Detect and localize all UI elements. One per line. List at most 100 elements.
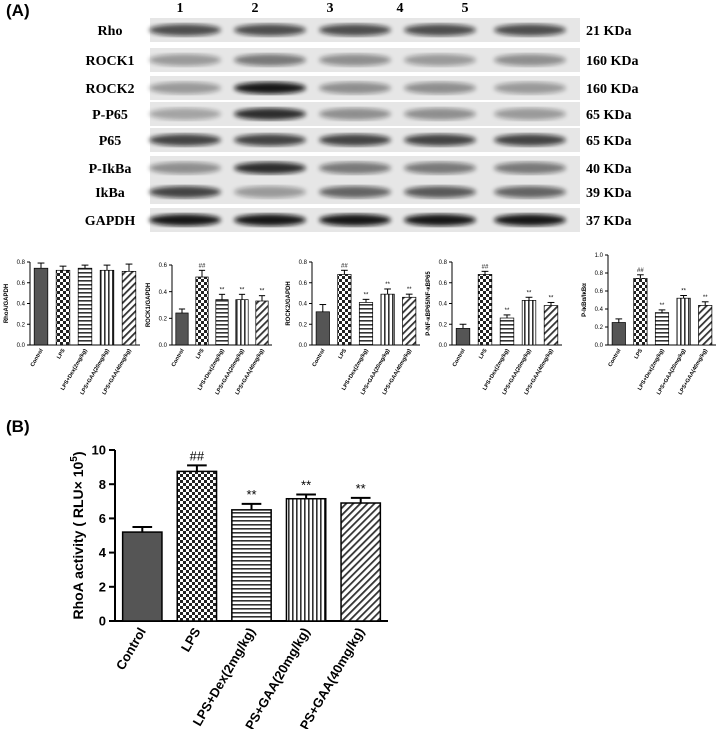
x-tick-label: Control: [608, 348, 623, 368]
bar: [633, 278, 648, 346]
bar-chart: 0.0 0.2 0.4 0.6 0.8 1.0 P-IκBα/IκBα Control ## LP…: [582, 253, 716, 396]
bar: [358, 302, 374, 346]
significance-label: ##: [341, 263, 348, 269]
y-tick-label: 0.8: [439, 260, 448, 266]
blot-band: [234, 162, 306, 174]
blot-band: [149, 214, 221, 226]
protein-label: GAPDH: [85, 214, 136, 229]
y-tick-label: 0.8: [17, 260, 26, 266]
protein-label: ROCK1: [86, 54, 135, 69]
x-tick-label: Control: [312, 348, 327, 368]
x-tick-label: LPS: [56, 348, 67, 361]
size-label: 21 KDa: [586, 24, 632, 39]
y-tick-label: 0.6: [17, 281, 26, 287]
y-tick-label: 0.0: [299, 343, 308, 349]
y-axis-label-text: P-IκBα/IκBα: [582, 283, 588, 317]
y-axis-label-end: ): [70, 451, 86, 456]
y-tick-label: 0.6: [159, 263, 168, 269]
bar: [195, 276, 209, 346]
y-axis-label-text: ROCK1/GAPDH: [146, 283, 152, 327]
significance-label: **: [240, 287, 245, 293]
bar: [337, 274, 352, 346]
blot-band: [494, 82, 566, 94]
bar: [175, 312, 189, 346]
significance-label: **: [681, 289, 686, 295]
y-tick-label: 0.6: [299, 281, 308, 287]
y-axis-label-text: RhoA/GAPDH: [4, 284, 10, 323]
significance-label: **: [246, 487, 256, 502]
x-tick-label: LPS: [195, 348, 206, 361]
blot-band: [494, 186, 566, 198]
significance-label: **: [356, 481, 366, 496]
y-tick-label: 0.4: [17, 302, 26, 308]
x-tick-label: Control: [452, 348, 467, 368]
bar: [231, 509, 272, 622]
blot-band: [234, 82, 306, 94]
significance-label: **: [260, 289, 265, 295]
y-axis-label-text: P-NF-κBP65/NF-κBP65: [426, 271, 432, 336]
lane-number: 4: [397, 1, 404, 16]
blot-band: [319, 82, 391, 94]
y-axis-label: ROCK2/GAPDH: [286, 281, 292, 325]
blot-band: [149, 134, 221, 146]
protein-label: P-IkBa: [89, 162, 132, 177]
bar: [121, 270, 137, 346]
y-tick-label: 0.2: [595, 325, 604, 331]
significance-label: **: [364, 292, 369, 298]
blot-band: [494, 214, 566, 226]
blot-band: [404, 186, 476, 198]
bar: [455, 328, 471, 346]
bar: [698, 305, 713, 346]
blot-band: [319, 162, 391, 174]
blot-band: [494, 24, 566, 36]
y-axis-label: P-NF-κBP65/NF-κBP65: [426, 271, 432, 336]
x-tick-label: Control: [113, 625, 149, 673]
bar: [380, 293, 395, 346]
y-axis-label-text: ROCK2/GAPDH: [286, 281, 292, 325]
y-tick-label: 0.8: [299, 260, 308, 266]
bar-chart: 0.0 0.2 0.4 0.6 0.8 P-NF-κBP65/NF-κBP65 Contro…: [426, 260, 562, 396]
y-axis-label: ROCK1/GAPDH: [146, 283, 152, 327]
blot-band: [494, 108, 566, 120]
significance-label: **: [660, 303, 665, 309]
protein-label: P-P65: [92, 108, 128, 123]
bar: [543, 305, 559, 346]
bar-chart: 0.0 0.2 0.4 0.6 0.8 ROCK2/GAPDH Control ## LPS **…: [286, 260, 420, 396]
protein-label: IkBa: [95, 186, 125, 201]
significance-label: **: [385, 282, 390, 288]
y-axis-label: RhoA/GAPDH: [4, 284, 10, 323]
y-tick-label: 0.8: [595, 271, 604, 277]
protein-label: Rho: [98, 24, 123, 39]
bar: [499, 317, 515, 346]
y-tick-label: 0.6: [439, 281, 448, 287]
bar: [611, 322, 626, 346]
significance-label: ##: [637, 268, 644, 274]
y-tick-label: 0.0: [595, 343, 604, 349]
blot-band: [234, 186, 306, 198]
significance-label: ##: [199, 263, 206, 269]
y-tick-label: 0.0: [439, 343, 448, 349]
lane-number: 3: [327, 1, 334, 16]
blot-band: [234, 108, 306, 120]
significance-label: **: [703, 295, 708, 301]
bar: [477, 274, 493, 346]
blot-band: [149, 162, 221, 174]
blot-band: [404, 24, 476, 36]
bar: [99, 269, 115, 346]
blot-band: [404, 214, 476, 226]
y-tick-label: 0.4: [439, 302, 448, 308]
y-tick-label: 0.2: [439, 322, 448, 328]
size-label: 65 KDa: [586, 134, 632, 149]
x-tick-label: Control: [30, 348, 45, 368]
bar: [654, 312, 670, 346]
significance-label: ##: [190, 448, 205, 463]
blot-band: [234, 24, 306, 36]
blot-band: [149, 24, 221, 36]
y-tick-label: 0.0: [17, 343, 26, 349]
lane-number: 1: [177, 1, 184, 16]
bar: [676, 297, 691, 346]
y-tick-label: 2: [99, 579, 106, 594]
bar: [340, 502, 382, 622]
bar-chart: 0 2 4 6 8 10 RhoA activity ( RLU× 105) Control #…: [69, 443, 388, 729]
y-tick-label: 0.6: [595, 289, 604, 295]
